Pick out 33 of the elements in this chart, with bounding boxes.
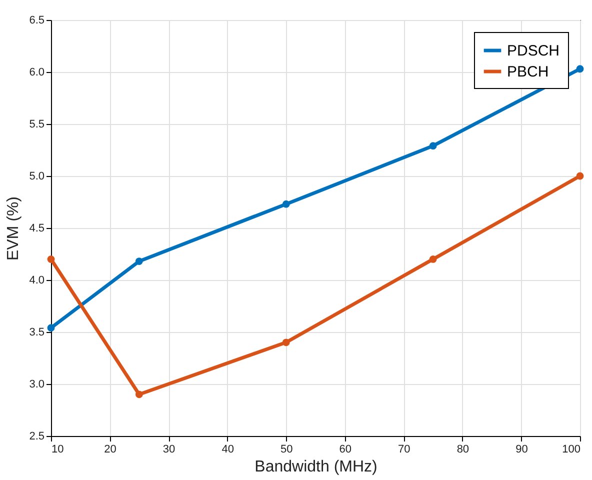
point (47, 256, 55, 263)
legend-label: PDSCH (507, 42, 560, 60)
point (576, 65, 584, 73)
x-tick-label: 100 (562, 444, 580, 456)
point (429, 142, 437, 150)
x-tick-label: 30 (162, 444, 176, 456)
point (135, 258, 143, 265)
y-tick-label: 3.5 (29, 326, 44, 338)
point (282, 200, 290, 208)
legend-label: PBCH (507, 64, 549, 80)
x-tick-label: 50 (280, 444, 293, 456)
y-tick-label: 2.5 (29, 430, 44, 442)
x-tick-label: 10 (52, 444, 64, 456)
point (576, 172, 584, 180)
x-axis-title: Bandwidth (MHz) (254, 458, 378, 476)
point (429, 256, 437, 263)
x-tick-label: 60 (339, 444, 352, 456)
y-tick-label: 6.5 (29, 14, 44, 26)
y-tick-label: 4.5 (29, 222, 44, 234)
x-tick-label: 20 (104, 444, 116, 456)
y-axis-title: EVM (%) (5, 196, 22, 260)
y-tick-label: 3.0 (29, 378, 44, 390)
x-tick-label: 70 (398, 444, 410, 456)
point (47, 324, 55, 332)
y-tick-label: 5.5 (29, 118, 44, 130)
y-tick-label: 6.0 (29, 66, 44, 78)
point (282, 338, 290, 346)
y-tick-label: 5.0 (29, 170, 44, 182)
point (135, 390, 143, 398)
x-tick-label: 40 (222, 444, 234, 456)
y-tick-label: 4.0 (29, 274, 44, 286)
x-tick-label: 80 (456, 444, 470, 456)
x-tick-label: 90 (516, 444, 528, 456)
